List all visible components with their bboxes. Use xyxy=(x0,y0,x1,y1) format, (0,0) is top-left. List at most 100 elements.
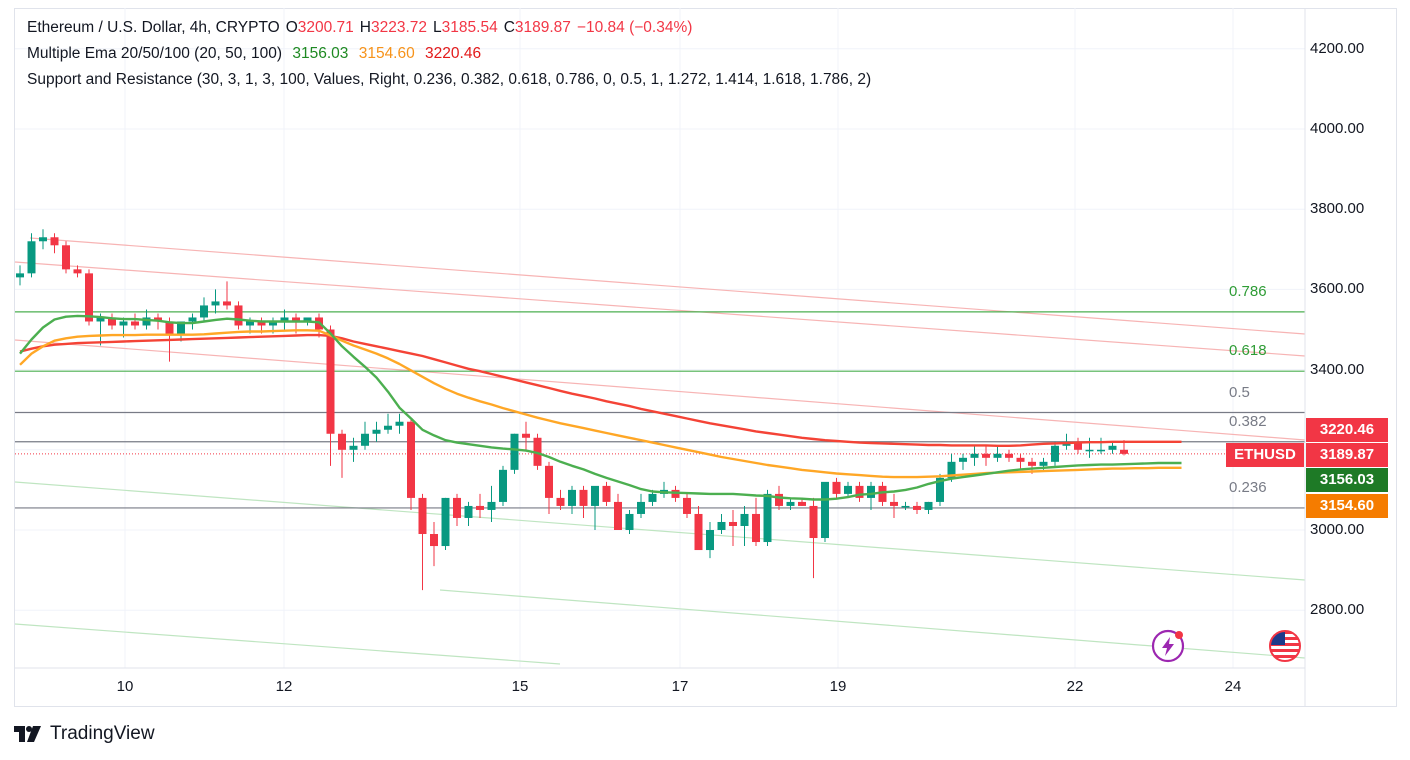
candle-body xyxy=(775,493,783,506)
candle xyxy=(901,501,910,510)
candle-body xyxy=(39,237,47,242)
candle xyxy=(418,493,427,591)
candle-body xyxy=(269,321,277,326)
candle xyxy=(660,481,668,498)
candle xyxy=(694,505,703,551)
chart-canvas[interactable] xyxy=(0,0,1410,710)
candle xyxy=(729,509,737,547)
candle xyxy=(786,497,795,510)
axis-separators xyxy=(15,8,1306,707)
candle xyxy=(844,481,852,498)
candle xyxy=(1051,441,1059,466)
candle xyxy=(890,493,898,518)
candle xyxy=(740,505,749,547)
ema100-price-tag: 3220.46 xyxy=(1306,418,1388,442)
candle-body xyxy=(476,505,484,510)
candle-body xyxy=(522,433,530,438)
ema-title[interactable]: Multiple Ema 20/50/100 (20, 50, 100) xyxy=(27,45,283,62)
candle xyxy=(384,413,392,434)
price-tick-label: 3800.00 xyxy=(1310,200,1365,218)
candle-body xyxy=(62,245,70,270)
candle-body xyxy=(1039,461,1048,466)
lightning-icon[interactable] xyxy=(1151,629,1185,663)
candle-body xyxy=(637,501,645,514)
time-tick-label: 24 xyxy=(1224,678,1242,695)
candle xyxy=(395,413,404,434)
price-tick-label: 3600.00 xyxy=(1310,280,1365,298)
price-tick-label: 2800.00 xyxy=(1310,601,1365,619)
candle-body xyxy=(993,453,1002,458)
fib-label-0.5: 0.5 xyxy=(1229,383,1250,401)
candle-body xyxy=(303,317,312,322)
legend-symbol[interactable]: Ethereum / U.S. Dollar, 4h, CRYPTO xyxy=(27,19,280,36)
candle xyxy=(372,421,381,442)
candle-body xyxy=(625,513,634,530)
candle xyxy=(832,477,841,498)
fib-label-0.786: 0.786 xyxy=(1229,282,1267,300)
candle-body xyxy=(338,433,346,450)
resistance-line-1 xyxy=(29,237,1306,335)
candle-body xyxy=(867,485,875,498)
candle-body xyxy=(947,461,956,478)
candle-body xyxy=(165,321,174,334)
candle-body xyxy=(683,497,691,514)
candle-body xyxy=(430,534,438,547)
candle-body xyxy=(602,485,611,502)
candle-body xyxy=(832,481,841,494)
candle xyxy=(27,233,36,278)
candle-body xyxy=(1085,449,1094,452)
candle xyxy=(1016,453,1025,470)
candle-body xyxy=(131,321,139,326)
candle xyxy=(683,493,691,518)
candle xyxy=(96,313,105,346)
fib-levels xyxy=(15,311,1305,509)
candle xyxy=(177,321,185,342)
candle-body xyxy=(50,237,59,246)
candle-body xyxy=(395,421,404,426)
candles xyxy=(16,229,1128,591)
candle xyxy=(671,485,680,502)
resistance-line-3 xyxy=(14,339,1306,441)
sr-title[interactable]: Support and Resistance (30, 3, 1, 3, 100… xyxy=(27,71,872,88)
candle xyxy=(441,497,450,551)
candle-body xyxy=(1005,453,1013,458)
candle xyxy=(579,485,588,518)
candle xyxy=(211,289,220,314)
change-value: −10.84 (−0.34%) xyxy=(576,19,693,36)
candle xyxy=(39,229,47,250)
candle-body xyxy=(1120,449,1128,454)
candle xyxy=(982,445,990,466)
time-tick-label: 12 xyxy=(275,678,293,695)
candle xyxy=(62,241,70,274)
candle xyxy=(855,481,864,502)
candle-body xyxy=(257,321,266,326)
candle-body xyxy=(73,269,82,274)
candle-body xyxy=(717,521,726,530)
candle xyxy=(487,485,496,522)
candle-body xyxy=(752,513,760,543)
candle xyxy=(1108,441,1117,454)
l-label: L xyxy=(433,19,442,36)
ema100-line xyxy=(19,333,1182,447)
tradingview-logo[interactable]: TradingView xyxy=(14,722,155,746)
candle xyxy=(878,481,887,506)
candle xyxy=(924,501,933,514)
candle xyxy=(568,485,576,514)
candle xyxy=(407,417,415,510)
tradingview-icon xyxy=(14,726,41,742)
candle-body xyxy=(464,505,473,518)
c-label: C xyxy=(503,19,515,36)
us-flag-icon[interactable] xyxy=(1268,629,1302,663)
candle xyxy=(717,513,726,535)
ema50-price-tag: 3154.60 xyxy=(1306,494,1388,518)
candle-body xyxy=(384,425,392,430)
candle-body xyxy=(361,433,369,446)
candle xyxy=(821,481,829,543)
candle-body xyxy=(441,497,450,547)
symbol-tag: ETHUSD xyxy=(1226,443,1304,467)
candle-body xyxy=(154,317,162,322)
candle-body xyxy=(1016,457,1025,462)
fib-label-0.236: 0.236 xyxy=(1229,478,1267,496)
low-value: 3185.54 xyxy=(441,19,498,36)
grid xyxy=(15,8,1305,668)
